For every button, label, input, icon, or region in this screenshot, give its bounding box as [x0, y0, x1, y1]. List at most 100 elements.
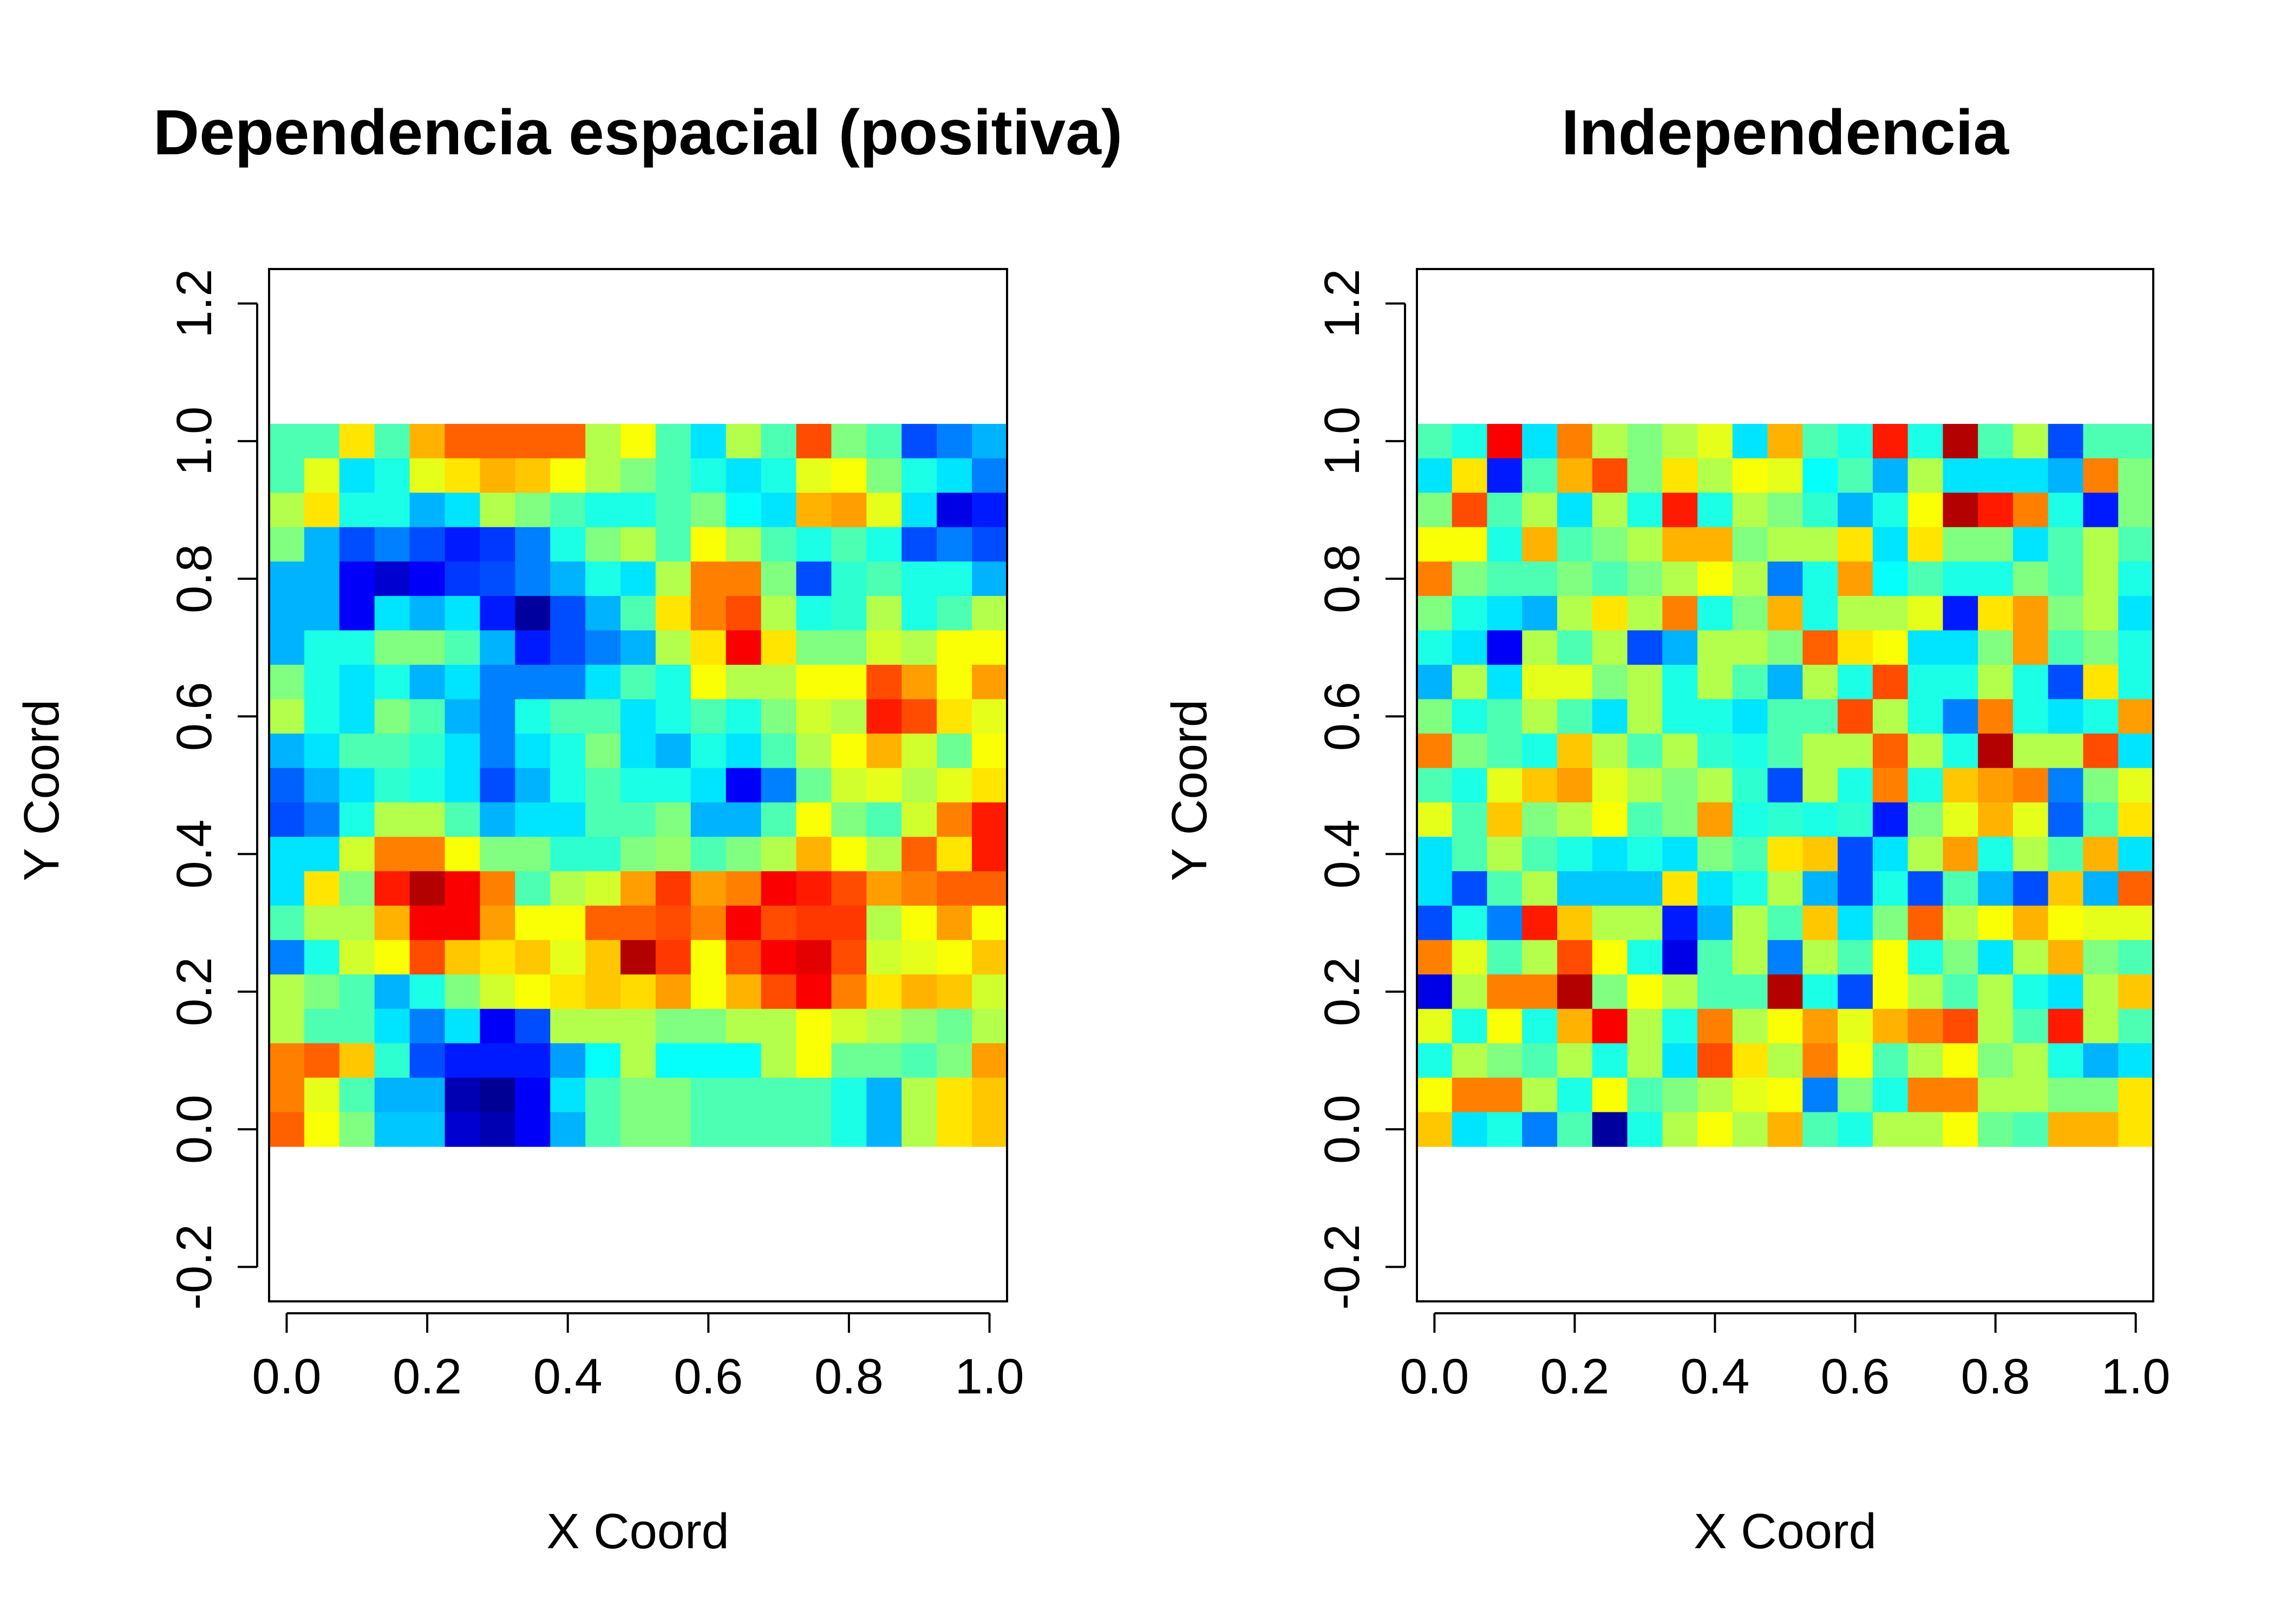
heatmap-cell	[585, 1009, 621, 1044]
heatmap-cell	[2012, 595, 2049, 631]
heatmap-cell	[690, 1009, 727, 1044]
heatmap-cell	[1907, 699, 1944, 734]
heatmap-cell	[480, 1043, 515, 1078]
heatmap-cell	[866, 940, 902, 975]
heatmap-cell	[726, 424, 762, 459]
heatmap-cell	[585, 734, 621, 769]
heatmap-cell	[1838, 768, 1873, 803]
heatmap-cell	[901, 699, 937, 734]
heatmap-cell	[1557, 768, 1593, 803]
heatmap-cell	[1907, 493, 1944, 528]
heatmap-cell	[761, 768, 797, 803]
heatmap-cell	[339, 561, 375, 597]
heatmap-cell	[1627, 665, 1663, 700]
heatmap-cell	[550, 734, 586, 769]
heatmap-cell	[1417, 493, 1453, 528]
heatmap-cell	[1838, 493, 1873, 528]
heatmap-cell	[690, 974, 727, 1010]
heatmap-cell	[1838, 802, 1873, 837]
heatmap-cell	[1907, 768, 1944, 803]
heatmap-cell	[1662, 905, 1698, 941]
heatmap-cell	[2048, 458, 2084, 493]
heatmap-cell	[2048, 527, 2084, 562]
heatmap-cell	[409, 630, 446, 665]
heatmap-cell	[1522, 699, 1558, 734]
heatmap-cell	[374, 699, 410, 734]
heatmap-cell	[1417, 630, 1453, 665]
heatmap-cell	[2048, 940, 2084, 975]
heatmap-cell	[1767, 424, 1803, 459]
heatmap-cell	[690, 1043, 727, 1078]
heatmap-cell	[901, 424, 937, 459]
heatmap-cell	[269, 1009, 305, 1044]
heatmap-cell	[2118, 458, 2154, 493]
heatmap-cell	[304, 974, 340, 1010]
heatmap-cell	[550, 940, 586, 975]
heatmap-cell	[690, 905, 727, 941]
heatmap-cell	[866, 458, 902, 493]
heatmap-cell	[1767, 665, 1803, 700]
heatmap-cell	[269, 734, 305, 769]
heatmap-cell	[1697, 595, 1733, 631]
heatmap-cell	[655, 768, 691, 803]
heatmap-cell	[304, 734, 340, 769]
heatmap-cell	[620, 940, 656, 975]
heatmap-cell	[1872, 768, 1909, 803]
heatmap-cell	[726, 940, 762, 975]
heatmap-cell	[1557, 527, 1593, 562]
heatmap-cell	[585, 1043, 621, 1078]
heatmap-cell	[1697, 802, 1733, 837]
heatmap-cell	[1907, 836, 1944, 872]
heatmap-cell	[2083, 665, 2119, 700]
heatmap-cell	[1487, 734, 1522, 769]
y-tick-label: 0.8	[1315, 544, 1370, 613]
heatmap-cell	[269, 458, 305, 493]
heatmap-cell	[1592, 836, 1628, 872]
heatmap-cell	[761, 1043, 797, 1078]
heatmap-cell	[1417, 1043, 1453, 1078]
axes: 0.0 0.2 0.4 0.6 0.8 1.0 -0.2 0.0 0.2 0.4 0.6 0.8 1.0…	[1315, 268, 2171, 1404]
heatmap-cell	[1978, 768, 2014, 803]
heatmap-cell	[2048, 734, 2084, 769]
heatmap-cell	[1627, 1043, 1663, 1078]
heatmap-cell	[550, 871, 586, 906]
heatmap-cell	[1872, 1009, 1909, 1044]
heatmap-cell	[972, 665, 1008, 700]
heatmap-cell	[690, 1077, 727, 1112]
chart-title: Dependencia espacial (positiva)	[153, 97, 1122, 168]
heatmap-cell	[2048, 424, 2084, 459]
heatmap-cell	[866, 974, 902, 1010]
heatmap-cell	[1802, 630, 1838, 665]
heatmap-cell	[1732, 905, 1768, 941]
heatmap-cell	[1487, 493, 1522, 528]
heatmap-cell	[2012, 1009, 2049, 1044]
heatmap-cell	[831, 836, 867, 872]
heatmap-cell	[2118, 1077, 2154, 1112]
heatmap-cell	[1978, 734, 2014, 769]
heatmap-cell	[796, 1043, 832, 1078]
heatmap-cell	[1662, 974, 1698, 1010]
heatmap-cell	[2012, 974, 2049, 1010]
heatmap-cell	[655, 665, 691, 700]
heatmap-cell	[866, 734, 902, 769]
heatmap-cell	[1592, 1112, 1628, 1147]
heatmap-cell	[2048, 630, 2084, 665]
heatmap-cell	[1697, 665, 1733, 700]
heatmap-cell	[655, 527, 691, 562]
heatmap-cell	[1452, 905, 1488, 941]
heatmap-cell	[866, 424, 902, 459]
heatmap-cell	[831, 905, 867, 941]
x-tick-label: 1.0	[955, 1349, 1024, 1404]
heatmap-cell	[2118, 665, 2154, 700]
heatmap-cell	[304, 1112, 340, 1147]
heatmap-cell	[515, 1112, 551, 1147]
heatmap-cell	[1978, 561, 2014, 597]
heatmap-cell	[1452, 836, 1488, 872]
heatmap-cell	[866, 1043, 902, 1078]
heatmap-cell	[796, 940, 832, 975]
heatmap-cell	[1522, 458, 1558, 493]
heatmap-cell	[269, 940, 305, 975]
heatmap-cell	[1627, 493, 1663, 528]
heatmap-cell	[1487, 974, 1522, 1010]
heatmap-cell	[515, 1043, 551, 1078]
